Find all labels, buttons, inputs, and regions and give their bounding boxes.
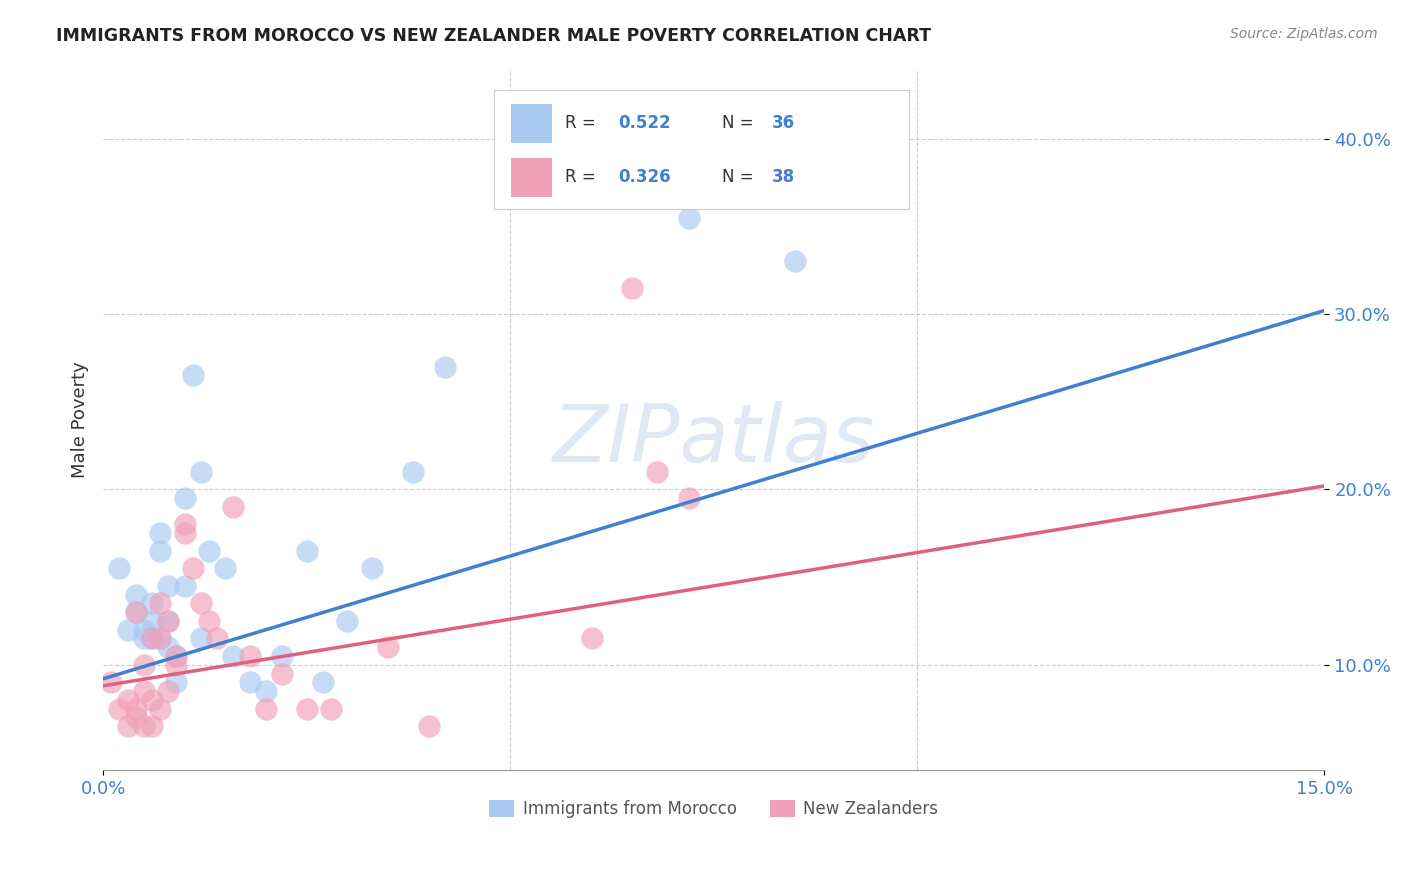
- Point: [336, 614, 359, 628]
- Point: [418, 719, 440, 733]
- Legend: Immigrants from Morocco, New Zealanders: Immigrants from Morocco, New Zealanders: [482, 793, 945, 825]
- Point: [205, 632, 228, 646]
- Point: [239, 648, 262, 663]
- Point: [271, 666, 294, 681]
- Point: [149, 632, 172, 646]
- Point: [434, 359, 457, 374]
- Y-axis label: Male Poverty: Male Poverty: [72, 361, 89, 477]
- Point: [125, 710, 148, 724]
- Point: [254, 701, 277, 715]
- Point: [254, 684, 277, 698]
- Point: [190, 465, 212, 479]
- Text: IMMIGRANTS FROM MOROCCO VS NEW ZEALANDER MALE POVERTY CORRELATION CHART: IMMIGRANTS FROM MOROCCO VS NEW ZEALANDER…: [56, 27, 931, 45]
- Point: [157, 684, 180, 698]
- Point: [198, 614, 221, 628]
- Point: [214, 561, 236, 575]
- Point: [181, 561, 204, 575]
- Point: [132, 719, 155, 733]
- Point: [621, 281, 644, 295]
- Point: [149, 543, 172, 558]
- Point: [165, 675, 187, 690]
- Point: [678, 211, 700, 225]
- Point: [222, 648, 245, 663]
- Point: [312, 675, 335, 690]
- Point: [190, 596, 212, 610]
- Point: [108, 701, 131, 715]
- Point: [108, 561, 131, 575]
- Point: [165, 648, 187, 663]
- Point: [785, 254, 807, 268]
- Point: [295, 543, 318, 558]
- Point: [173, 526, 195, 541]
- Point: [319, 701, 342, 715]
- Point: [141, 632, 163, 646]
- Point: [132, 684, 155, 698]
- Text: Source: ZipAtlas.com: Source: ZipAtlas.com: [1230, 27, 1378, 41]
- Point: [271, 648, 294, 663]
- Point: [141, 693, 163, 707]
- Point: [360, 561, 382, 575]
- Point: [173, 491, 195, 505]
- Point: [157, 614, 180, 628]
- Point: [165, 648, 187, 663]
- Point: [125, 605, 148, 619]
- Point: [173, 517, 195, 532]
- Point: [157, 579, 180, 593]
- Point: [141, 596, 163, 610]
- Point: [401, 465, 423, 479]
- Point: [239, 675, 262, 690]
- Point: [295, 701, 318, 715]
- Point: [125, 701, 148, 715]
- Point: [190, 632, 212, 646]
- Point: [117, 719, 139, 733]
- Point: [678, 491, 700, 505]
- Point: [125, 605, 148, 619]
- Point: [149, 596, 172, 610]
- Point: [173, 579, 195, 593]
- Point: [141, 614, 163, 628]
- Point: [377, 640, 399, 655]
- Point: [141, 719, 163, 733]
- Point: [222, 500, 245, 514]
- Point: [645, 465, 668, 479]
- Point: [100, 675, 122, 690]
- Point: [149, 526, 172, 541]
- Point: [132, 632, 155, 646]
- Text: ZIPatlas: ZIPatlas: [553, 401, 875, 479]
- Point: [141, 632, 163, 646]
- Point: [117, 693, 139, 707]
- Point: [165, 657, 187, 672]
- Point: [198, 543, 221, 558]
- Point: [117, 623, 139, 637]
- Point: [149, 632, 172, 646]
- Point: [132, 657, 155, 672]
- Point: [149, 701, 172, 715]
- Point: [581, 632, 603, 646]
- Point: [157, 614, 180, 628]
- Point: [132, 623, 155, 637]
- Point: [125, 588, 148, 602]
- Point: [157, 640, 180, 655]
- Point: [181, 368, 204, 383]
